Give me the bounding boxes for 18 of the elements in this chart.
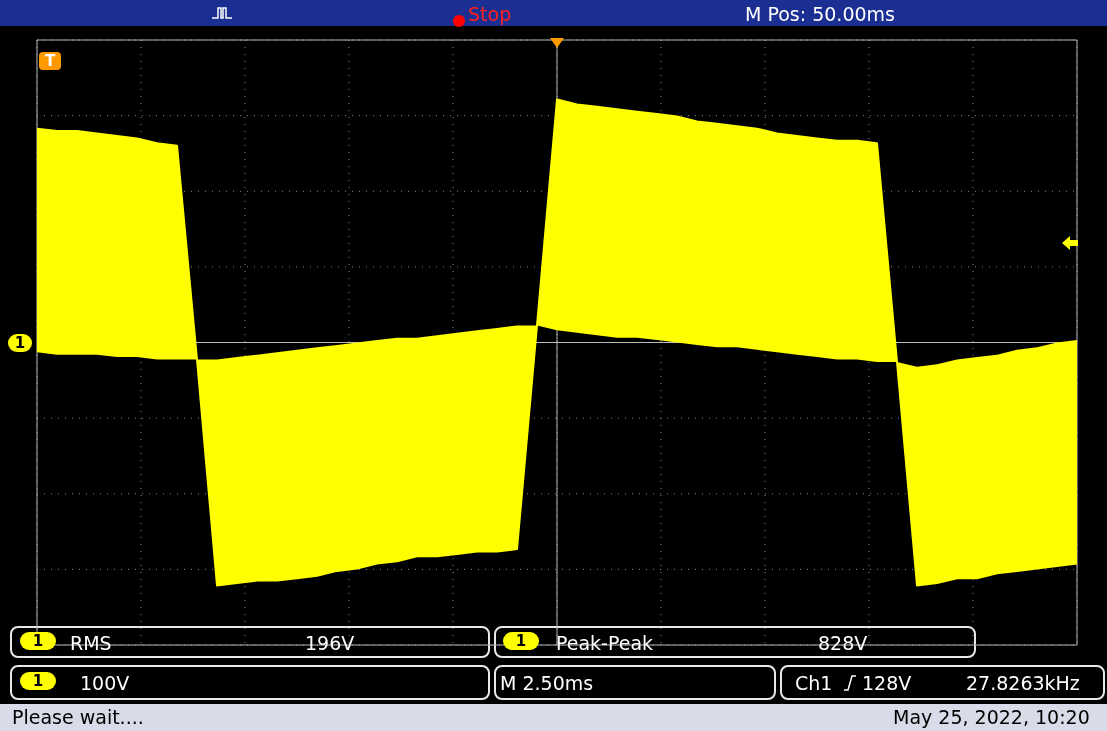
text: 128V: [862, 672, 912, 694]
text: T: [39, 52, 61, 70]
text: M Pos: 50.00ms: [745, 3, 895, 25]
text: Please wait....: [12, 706, 144, 728]
text: 1: [503, 632, 539, 650]
text: Peak-Peak: [556, 632, 654, 654]
text: 196V: [305, 632, 355, 654]
text: 100V: [80, 672, 130, 694]
text: RMS: [70, 632, 112, 654]
text: M 2.50ms: [500, 672, 594, 694]
text: 1: [8, 334, 32, 352]
text: Stop: [468, 3, 512, 25]
text: 27.8263kHz: [966, 672, 1080, 694]
text: May 25, 2022, 10:20: [893, 706, 1090, 728]
text: 828V: [818, 632, 868, 654]
text: 1: [20, 672, 56, 690]
text: 1: [20, 632, 56, 650]
text: Ch1: [795, 672, 833, 694]
